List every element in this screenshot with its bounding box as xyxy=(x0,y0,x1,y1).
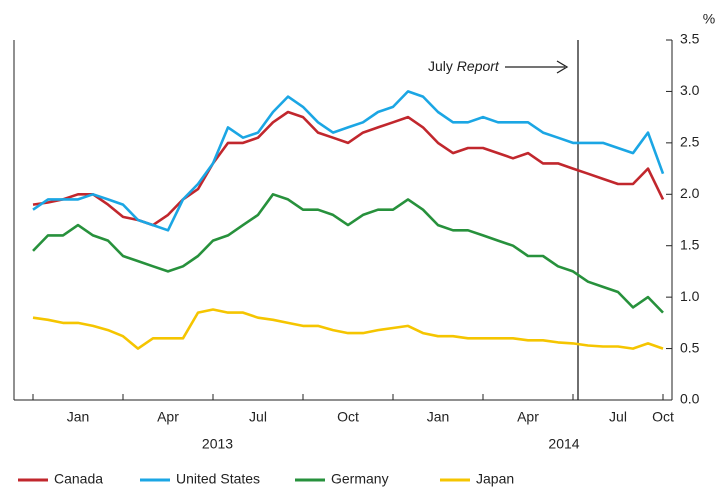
year-label: 2013 xyxy=(202,436,233,452)
series-line xyxy=(32,308,664,350)
y-tick-label: 0.5 xyxy=(680,339,700,355)
series-line xyxy=(32,193,664,314)
x-tick-label: Jul xyxy=(249,409,267,425)
legend-label: Canada xyxy=(54,471,103,487)
annotation-text: July xyxy=(428,58,453,74)
y-unit: % xyxy=(703,11,715,27)
x-tick-label: Jan xyxy=(427,409,450,425)
y-tick-label: 1.0 xyxy=(680,288,700,304)
x-tick-label: Jul xyxy=(609,409,627,425)
x-tick-label: Oct xyxy=(652,409,674,425)
x-tick-label: Apr xyxy=(157,409,179,425)
x-tick-label: Oct xyxy=(337,409,359,425)
annotation: July Report xyxy=(428,58,500,74)
legend-label: United States xyxy=(176,471,260,487)
x-tick-label: Jan xyxy=(67,409,90,425)
y-tick-label: 1.5 xyxy=(680,236,700,252)
annotation-arrowhead xyxy=(556,60,569,74)
legend-label: Japan xyxy=(476,471,514,487)
annotation-emphasis: Report xyxy=(457,58,500,74)
y-tick-label: 3.0 xyxy=(680,82,700,98)
year-label: 2014 xyxy=(548,436,579,452)
series-line xyxy=(32,90,665,232)
y-tick-label: 0.0 xyxy=(680,391,700,407)
y-tick-label: 2.0 xyxy=(680,185,700,201)
y-tick-label: 3.5 xyxy=(680,31,700,47)
x-tick-label: Apr xyxy=(517,409,539,425)
legend-label: Germany xyxy=(331,471,389,487)
y-tick-label: 2.5 xyxy=(680,134,700,150)
